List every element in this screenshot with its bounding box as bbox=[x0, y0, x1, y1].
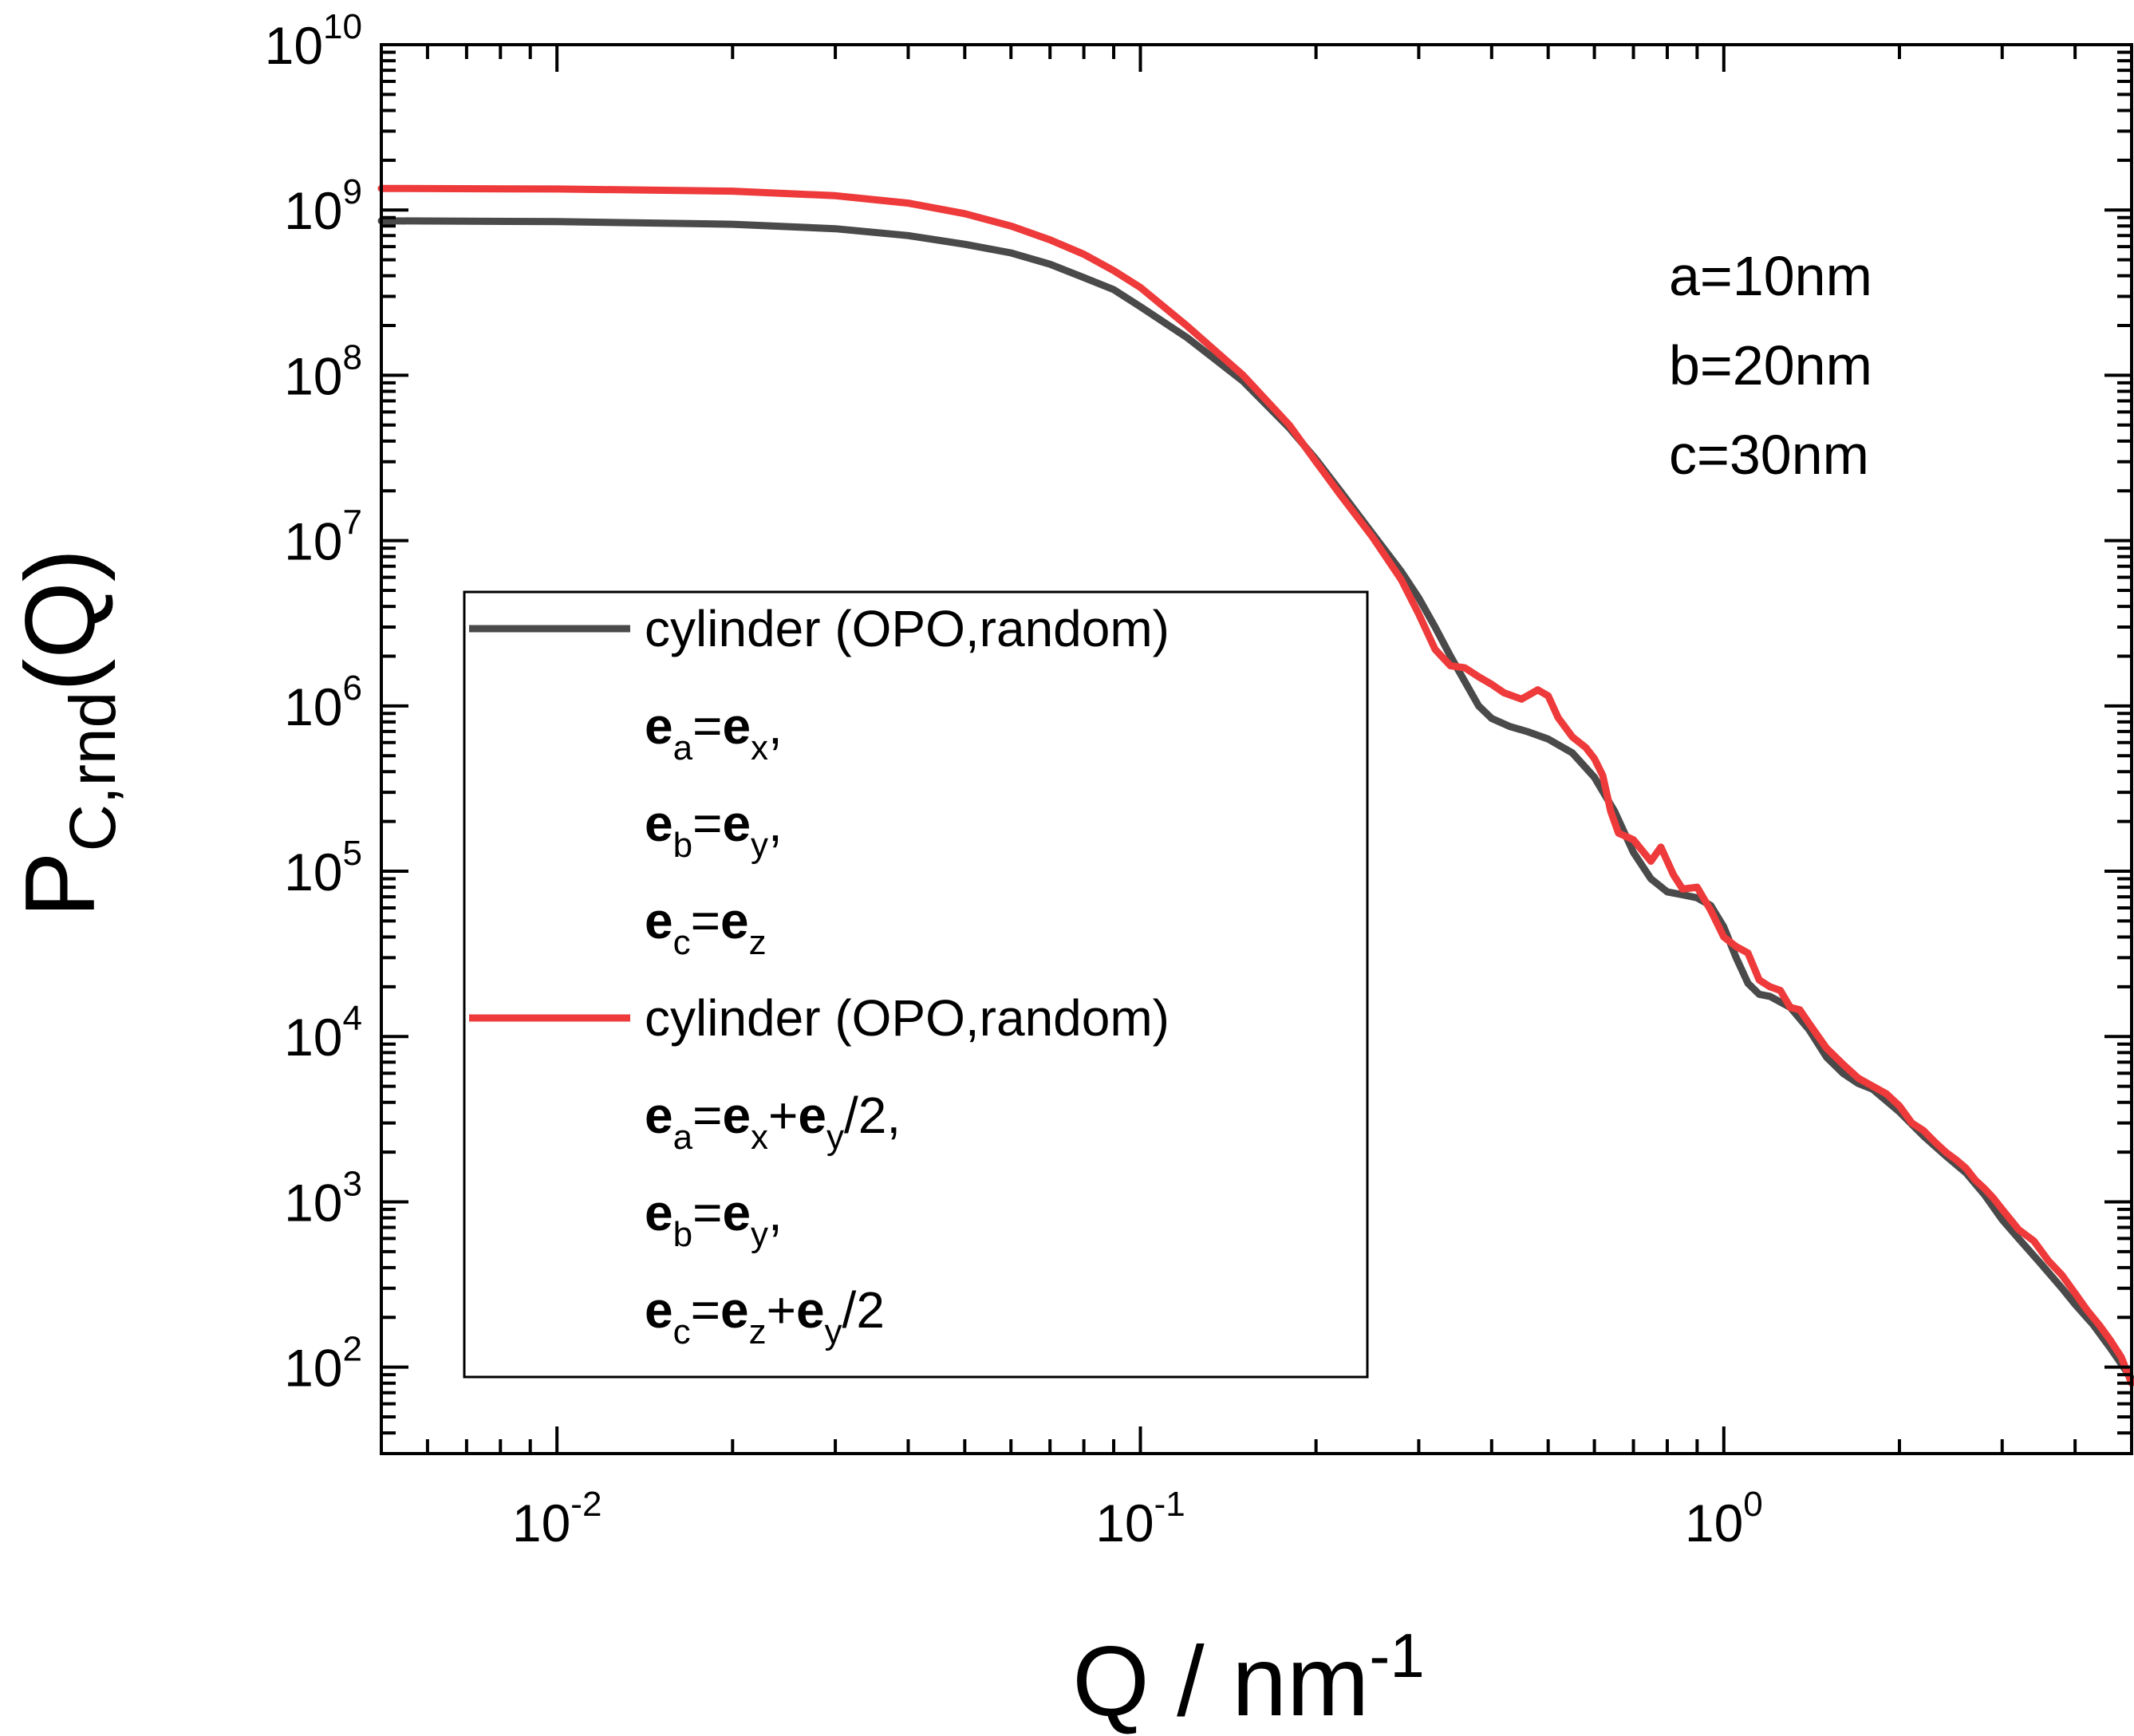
y-tick-label: 108 bbox=[284, 337, 362, 405]
y-axis-title-tail: (Q) bbox=[6, 549, 116, 692]
plot-frame bbox=[380, 43, 2133, 1455]
x-tick-label: 100 bbox=[1685, 1485, 1763, 1553]
y-tick-label: 106 bbox=[284, 669, 362, 736]
parameter-label: c=30nm bbox=[1669, 424, 1869, 486]
y-tick-label: 103 bbox=[284, 1164, 362, 1232]
tick-labels: 10-2 10-1 100 102 103 104 105 106 107 108 109 1010 bbox=[265, 7, 1763, 1553]
y-axis-title-main: P bbox=[6, 851, 116, 917]
y-tick-label: 102 bbox=[284, 1330, 362, 1398]
y-tick-label: 107 bbox=[284, 503, 362, 571]
x-tick-label: 10-1 bbox=[1095, 1485, 1185, 1553]
series-layer bbox=[377, 184, 2134, 1387]
y-axis-title: PC,rnd(Q) bbox=[6, 549, 129, 917]
y-tick-label: 104 bbox=[284, 999, 362, 1067]
parameter-label: a=10nm bbox=[1669, 245, 1872, 307]
legend-orientation-line: ea=ex+ey/2, bbox=[645, 1087, 901, 1157]
legend-orientation-line: ec=ez+ey/2 bbox=[645, 1281, 885, 1351]
legend-series-name: cylinder (OPO,random) bbox=[645, 989, 1170, 1047]
y-tick-label: 1010 bbox=[265, 7, 362, 75]
x-axis-title: Q / nm-1 bbox=[1072, 1620, 1424, 1736]
y-tick-label: 105 bbox=[284, 834, 362, 902]
legend-box bbox=[463, 590, 1369, 1379]
legend: cylinder (OPO,random) ea=ex, eb=ey, ec=ez cy… bbox=[463, 590, 1369, 1379]
series-line-2 bbox=[377, 184, 2134, 1387]
axis-titles: Q / nm-1 PC,rnd(Q) bbox=[6, 549, 1425, 1736]
legend-orientation-line: ec=ez bbox=[645, 892, 767, 962]
parameter-annotation: a=10nm b=20nm c=30nm bbox=[1669, 245, 1872, 486]
y-axis-title-sub: C,rnd bbox=[57, 692, 129, 852]
x-tick-label: 10-2 bbox=[512, 1485, 602, 1553]
y-tick-label: 109 bbox=[284, 172, 362, 240]
legend-series-name: cylinder (OPO,random) bbox=[645, 600, 1170, 657]
parameter-label: b=20nm bbox=[1669, 334, 1872, 397]
x-axis-title-sup: -1 bbox=[1369, 1620, 1424, 1691]
legend-orientation-line: eb=ey, bbox=[645, 1184, 783, 1254]
legend-orientation-line: eb=ey, bbox=[645, 795, 783, 865]
x-axis-title-main: Q / nm bbox=[1072, 1627, 1369, 1736]
legend-orientation-line: ea=ex, bbox=[645, 697, 783, 767]
